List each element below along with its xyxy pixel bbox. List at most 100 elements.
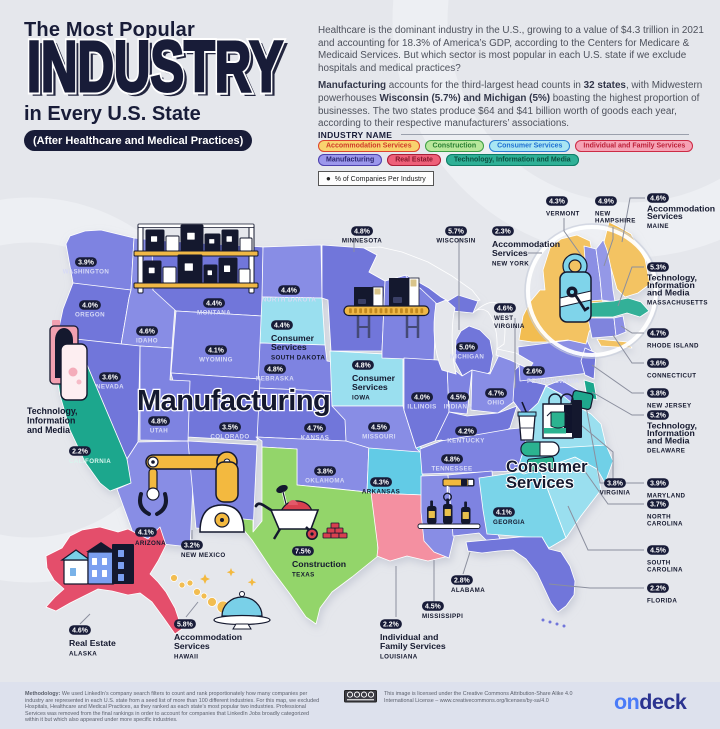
svg-text:NORTH: NORTH xyxy=(647,514,671,521)
svg-text:and Media: and Media xyxy=(647,288,690,298)
svg-text:5.7%: 5.7% xyxy=(448,229,464,236)
svg-text:OHIO: OHIO xyxy=(487,400,504,407)
svg-text:FLORIDA: FLORIDA xyxy=(647,598,677,605)
svg-text:4.1%: 4.1% xyxy=(496,510,512,517)
svg-text:Services: Services xyxy=(506,474,574,492)
svg-text:CONNECTICUT: CONNECTICUT xyxy=(647,373,696,380)
svg-text:and Media: and Media xyxy=(27,425,70,435)
svg-text:IOWA: IOWA xyxy=(352,395,370,402)
svg-text:4.5%: 4.5% xyxy=(650,548,666,555)
svg-text:3.2%: 3.2% xyxy=(184,543,200,550)
svg-text:4.8%: 4.8% xyxy=(354,229,370,236)
svg-text:4.8%: 4.8% xyxy=(267,367,283,374)
svg-text:INDUSTRY: INDUSTRY xyxy=(27,36,283,100)
svg-text:3.9%: 3.9% xyxy=(650,481,666,488)
svg-text:7.5%: 7.5% xyxy=(295,549,311,556)
svg-text:Technology,: Technology, xyxy=(27,406,78,416)
svg-text:4.4%: 4.4% xyxy=(281,288,297,295)
svg-text:Accommodation: Accommodation xyxy=(492,239,560,249)
svg-text:4.7%: 4.7% xyxy=(307,426,323,433)
svg-text:UTAH: UTAH xyxy=(150,428,168,435)
svg-text:4.5%: 4.5% xyxy=(371,425,387,432)
svg-text:Construction: Construction xyxy=(292,559,346,569)
svg-text:CAROLINA: CAROLINA xyxy=(647,521,683,528)
svg-text:WYOMING: WYOMING xyxy=(199,357,233,364)
svg-text:MICHIGAN: MICHIGAN xyxy=(450,354,485,361)
svg-text:ARIZONA: ARIZONA xyxy=(135,540,166,547)
svg-text:3.6%: 3.6% xyxy=(102,375,118,382)
svg-text:4.0%: 4.0% xyxy=(414,395,430,402)
svg-text:NEW MEXICO: NEW MEXICO xyxy=(181,552,226,559)
svg-text:HAWAII: HAWAII xyxy=(174,654,198,661)
svg-text:VERMONT: VERMONT xyxy=(546,211,580,218)
svg-text:VIRGINIA: VIRGINIA xyxy=(494,323,525,330)
svg-text:MINNESOTA: MINNESOTA xyxy=(342,238,382,245)
svg-text:3.8%: 3.8% xyxy=(317,469,333,476)
svg-text:Services: Services xyxy=(271,342,307,352)
svg-text:TENNESSEE: TENNESSEE xyxy=(431,466,472,473)
svg-text:SOUTH DAKOTA: SOUTH DAKOTA xyxy=(271,355,325,362)
svg-text:2.2%: 2.2% xyxy=(383,622,399,629)
svg-text:Consumer: Consumer xyxy=(506,458,588,476)
svg-text:4.6%: 4.6% xyxy=(72,628,88,635)
svg-text:CAROLINA: CAROLINA xyxy=(647,567,683,574)
svg-text:OKLAHOMA: OKLAHOMA xyxy=(305,478,345,485)
svg-text:HAMPSHIRE: HAMPSHIRE xyxy=(595,218,636,225)
svg-text:NEW: NEW xyxy=(595,211,611,218)
svg-text:3.6%: 3.6% xyxy=(650,361,666,368)
svg-text:OREGON: OREGON xyxy=(75,312,105,319)
svg-text:INDUSTRY: INDUSTRY xyxy=(31,36,287,100)
svg-text:4.2%: 4.2% xyxy=(458,429,474,436)
svg-text:NEVADA: NEVADA xyxy=(96,384,124,391)
svg-text:2.3%: 2.3% xyxy=(495,229,511,236)
svg-text:MAINE: MAINE xyxy=(647,223,669,230)
svg-text:Consumer: Consumer xyxy=(352,373,396,383)
svg-text:5.2%: 5.2% xyxy=(650,413,666,420)
svg-text:Consumer: Consumer xyxy=(271,333,315,343)
svg-text:Technology,: Technology, xyxy=(647,421,697,431)
svg-text:4.8%: 4.8% xyxy=(444,457,460,464)
svg-text:Information: Information xyxy=(647,280,695,290)
svg-text:Technology,: Technology, xyxy=(647,273,697,283)
svg-text:3.8%: 3.8% xyxy=(607,481,623,488)
svg-text:4.8%: 4.8% xyxy=(151,419,167,426)
svg-text:Manufacturing: Manufacturing xyxy=(137,385,330,417)
svg-text:4.1%: 4.1% xyxy=(138,530,154,537)
svg-text:Individual and: Individual and xyxy=(380,632,438,642)
svg-text:ALASKA: ALASKA xyxy=(69,651,97,658)
svg-text:MONTANA: MONTANA xyxy=(197,310,231,317)
svg-text:NEW YORK: NEW YORK xyxy=(492,261,529,268)
svg-text:ALABAMA: ALABAMA xyxy=(451,587,485,594)
svg-text:ARKANSAS: ARKANSAS xyxy=(362,489,400,496)
svg-text:LOUISIANA: LOUISIANA xyxy=(380,654,418,661)
svg-text:4.6%: 4.6% xyxy=(139,329,155,336)
svg-text:Information: Information xyxy=(647,428,695,438)
svg-text:4.3%: 4.3% xyxy=(373,480,389,487)
svg-text:ILLINOIS: ILLINOIS xyxy=(407,404,436,411)
svg-text:NEBRASKA: NEBRASKA xyxy=(256,376,294,383)
svg-text:4.6%: 4.6% xyxy=(497,306,513,313)
svg-text:4.9%: 4.9% xyxy=(598,199,614,206)
svg-text:4.1%: 4.1% xyxy=(208,348,224,355)
svg-text:INDUSTRY: INDUSTRY xyxy=(27,36,283,100)
svg-text:WASHINGTON: WASHINGTON xyxy=(63,269,110,276)
svg-text:4.7%: 4.7% xyxy=(488,391,504,398)
svg-text:and Media: and Media xyxy=(647,436,690,446)
svg-text:3.5%: 3.5% xyxy=(222,425,238,432)
svg-text:VIRGINIA: VIRGINIA xyxy=(600,490,631,497)
svg-text:Services: Services xyxy=(352,382,388,392)
svg-text:3.9%: 3.9% xyxy=(78,260,94,267)
svg-text:Services: Services xyxy=(647,211,683,221)
svg-text:4.7%: 4.7% xyxy=(650,331,666,338)
svg-text:DELAWARE: DELAWARE xyxy=(647,448,685,455)
svg-text:MASSACHUSETTS: MASSACHUSETTS xyxy=(647,300,708,307)
svg-text:NORTH DAKOTA: NORTH DAKOTA xyxy=(262,297,317,304)
svg-text:3.7%: 3.7% xyxy=(650,502,666,509)
svg-text:RHODE ISLAND: RHODE ISLAND xyxy=(647,343,699,350)
svg-text:KANSAS: KANSAS xyxy=(301,435,330,442)
svg-text:NEW JERSEY: NEW JERSEY xyxy=(647,403,692,410)
svg-text:4.4%: 4.4% xyxy=(206,301,222,308)
svg-text:GEORGIA: GEORGIA xyxy=(493,519,525,526)
svg-text:WISCONSIN: WISCONSIN xyxy=(436,238,475,245)
svg-text:INDIANA: INDIANA xyxy=(444,404,473,411)
